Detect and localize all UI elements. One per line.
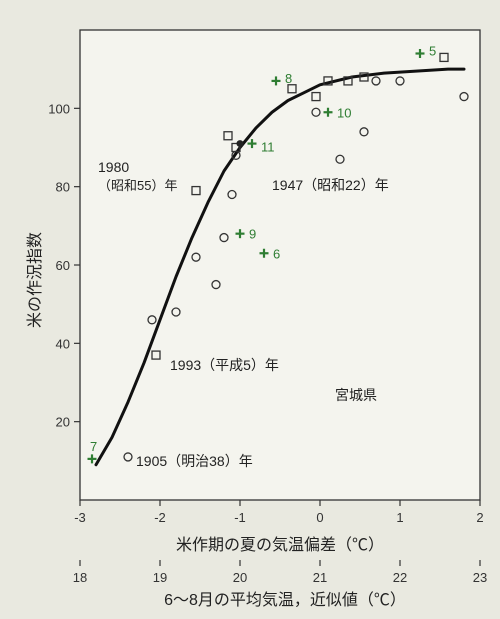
anno-1947: 1947（昭和22）年 [272, 177, 389, 193]
y-axis-label: 米の作況指数 [26, 232, 44, 328]
scatter-chart: 20 40 60 80 100 -3 -2 -1 0 1 2 18 19 20 21 22 23 7 9 6 11… [0, 0, 500, 619]
x2-tick-label: 19 [153, 570, 167, 585]
anno-1980-sub: （昭和55）年 [98, 178, 177, 193]
y-ticks: 20 40 60 80 100 [48, 101, 80, 429]
series-filled [237, 140, 244, 147]
y-tick-label: 40 [56, 336, 70, 351]
x2-tick-label: 20 [233, 570, 247, 585]
x-tick-label: 2 [476, 510, 483, 525]
anno-1980: 1980 [98, 159, 129, 175]
cross-label: 7 [90, 439, 97, 454]
x-tick-label: 1 [396, 510, 403, 525]
x-tick-label: -1 [234, 510, 246, 525]
x-tick-label: -3 [74, 510, 86, 525]
x2-tick-label: 21 [313, 570, 327, 585]
cross-label: 5 [429, 44, 436, 59]
x-ticks: -3 -2 -1 0 1 2 [74, 500, 483, 525]
x2-ticks: 18 19 20 21 22 23 [73, 560, 487, 585]
anno-1993: 1993（平成5）年 [170, 357, 279, 373]
chart-page: { "chart": { "type": "scatter+line", "ba… [0, 0, 500, 619]
x-axis-label: 米作期の夏の気温偏差（℃） [176, 536, 384, 554]
y-tick-label: 20 [56, 415, 70, 430]
x2-tick-label: 22 [393, 570, 407, 585]
plot-bg [80, 30, 480, 500]
cross-label: 9 [249, 227, 256, 242]
cross-label: 11 [261, 140, 275, 155]
x-tick-label: 0 [316, 510, 323, 525]
x2-tick-label: 18 [73, 570, 87, 585]
anno-1905: 1905（明治38）年 [136, 453, 253, 469]
cross-label: 8 [285, 71, 292, 86]
x-tick-label: -2 [154, 510, 166, 525]
cross-label: 10 [337, 105, 351, 120]
x2-tick-label: 23 [473, 570, 487, 585]
marker-filled-circle [237, 140, 244, 147]
y-tick-label: 100 [48, 101, 70, 116]
y-tick-label: 80 [56, 180, 70, 195]
anno-pref: 宮城県 [335, 387, 377, 403]
x-axis2-label: 6～8月の平均気温，近似値（℃） [164, 591, 406, 609]
y-tick-label: 60 [56, 258, 70, 273]
cross-label: 6 [273, 246, 280, 261]
